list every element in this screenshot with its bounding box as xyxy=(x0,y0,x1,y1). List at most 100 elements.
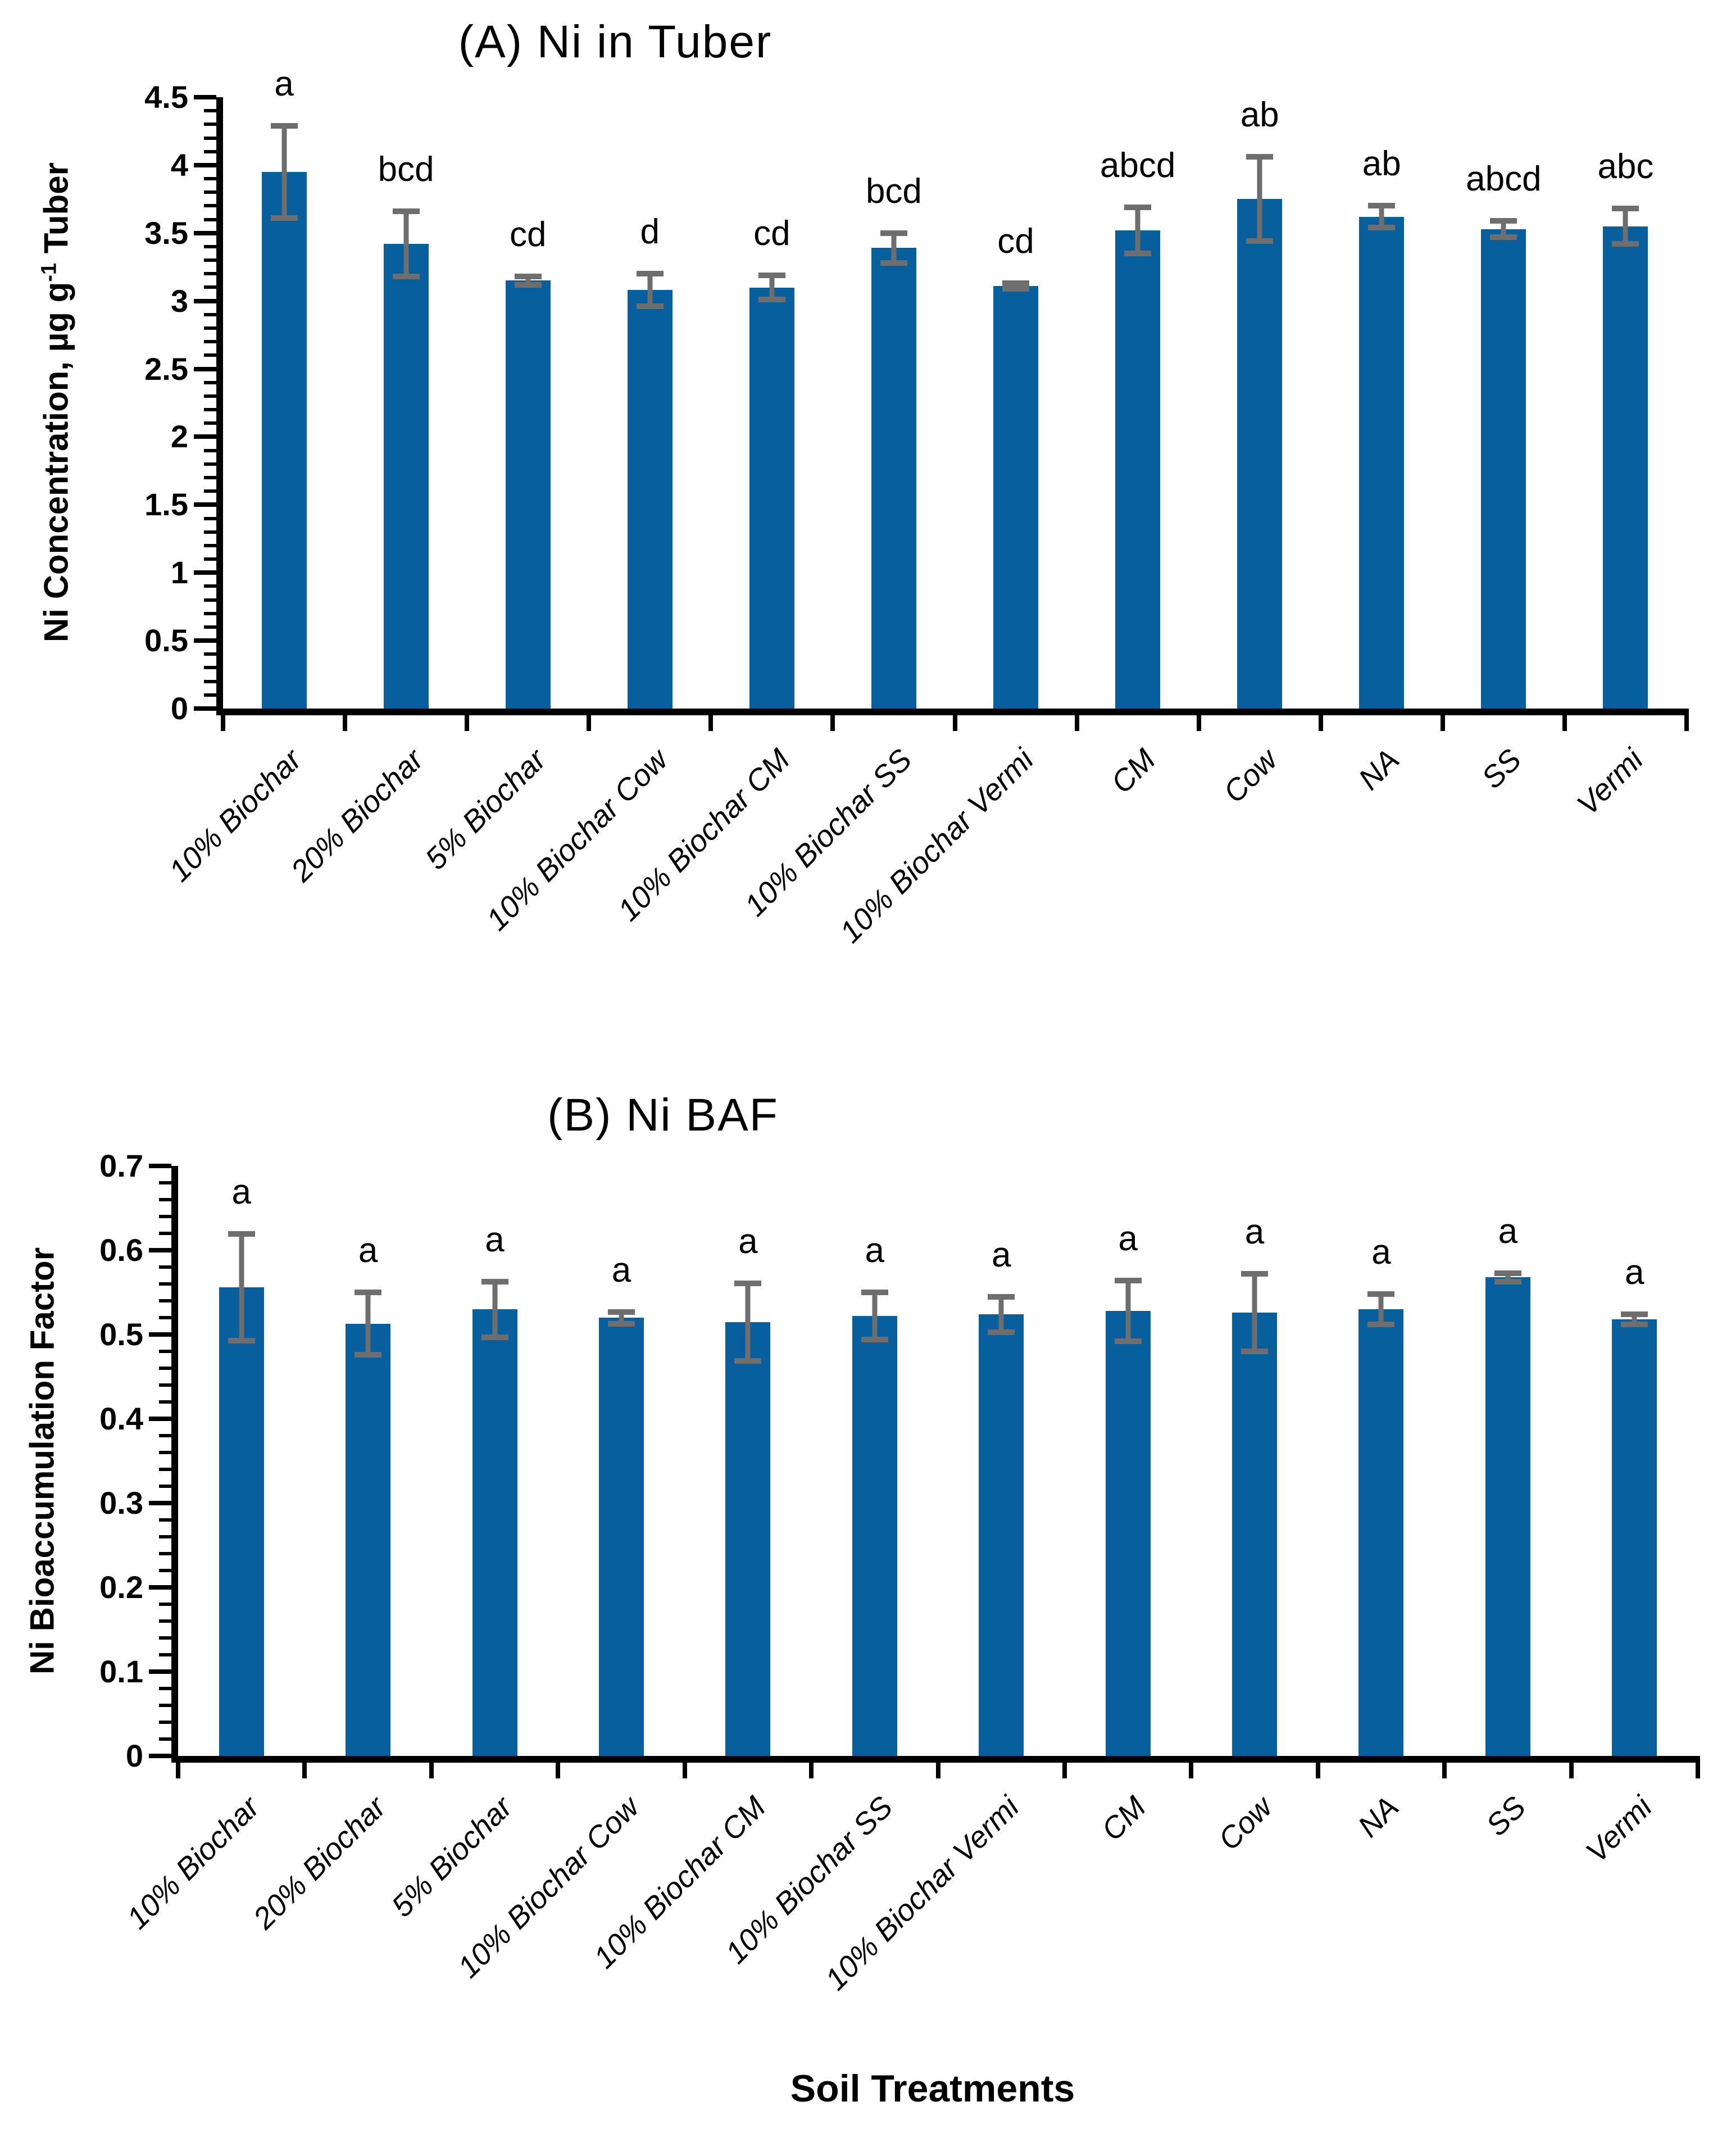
bar xyxy=(1232,1313,1278,1756)
y-minor-tick xyxy=(159,1484,171,1488)
y-minor-tick xyxy=(204,666,216,670)
significance-letter: cd xyxy=(509,215,547,255)
bar xyxy=(1612,1319,1657,1756)
y-major-tick xyxy=(194,298,216,303)
y-major-tick xyxy=(149,1164,171,1168)
error-bar-cap-bottom xyxy=(880,260,907,266)
x-category-label: SS xyxy=(1479,1790,1533,1843)
x-category-label: 20% Biochar xyxy=(247,1790,393,1936)
error-bar-cap-bottom xyxy=(1114,1338,1142,1344)
x-category-label: Cow xyxy=(1212,1790,1279,1857)
bar xyxy=(261,171,307,709)
y-minor-tick xyxy=(159,1568,171,1572)
significance-letter: bcd xyxy=(865,171,922,211)
category-slot: a xyxy=(223,66,345,709)
error-bar-stem xyxy=(365,1292,371,1355)
y-tick-label: 0.4 xyxy=(99,1401,143,1436)
y-tick-label: 2.5 xyxy=(144,351,188,387)
x-tick xyxy=(952,709,957,731)
y-tick-label: 0.5 xyxy=(99,1316,143,1352)
y-tick-label: 0.6 xyxy=(99,1232,143,1268)
y-minor-tick xyxy=(159,1232,171,1235)
error-bar-cap-top xyxy=(1246,154,1274,160)
panel-a-plot-area: 0 0.5 1 1.5 2 2.5 3 3.5 4 4.5 10% Biochar 20% Bioch… xyxy=(144,66,1689,950)
y-tick-label: 0.1 xyxy=(99,1654,143,1689)
y-minor-tick xyxy=(204,557,216,561)
x-tick xyxy=(1569,1756,1574,1778)
y-minor-tick xyxy=(204,258,216,262)
y-minor-tick xyxy=(159,1518,171,1522)
error-bar-cap-bottom xyxy=(1002,285,1030,292)
x-tick xyxy=(302,1756,307,1778)
error-bar-cap-bottom xyxy=(1612,241,1639,247)
category-slot: a xyxy=(1571,1166,1698,1756)
y-minor-tick xyxy=(204,598,216,602)
y-minor-tick xyxy=(204,136,216,140)
bar xyxy=(346,1323,391,1756)
significance-letter: a xyxy=(274,64,294,103)
significance-letter: a xyxy=(1244,1213,1265,1251)
error-bar-stem xyxy=(239,1234,244,1341)
panel-b-y-axis-title: Ni Bioaccumulation Factor xyxy=(23,1247,62,1674)
category-slot: a xyxy=(305,1166,431,1756)
significance-letter: a xyxy=(865,1231,885,1270)
significance-letter: ab xyxy=(1362,144,1401,184)
bar xyxy=(1105,1311,1151,1756)
error-bar-cap-top xyxy=(1612,206,1639,212)
panel-b-y-axis-title-pre: Ni Bioaccumulation Factor xyxy=(23,1247,61,1675)
category-slot: a xyxy=(685,1166,811,1756)
error-bar-cap-top xyxy=(758,272,785,278)
x-tick xyxy=(1315,1756,1320,1778)
significance-letter: abcd xyxy=(1099,146,1176,185)
error-bar-cap-bottom xyxy=(1246,238,1274,244)
bar xyxy=(505,280,551,709)
y-minor-tick xyxy=(159,1636,171,1640)
significance-letter: bcd xyxy=(378,150,434,189)
x-tick xyxy=(935,1756,940,1778)
error-bar-stem xyxy=(1378,1294,1384,1324)
y-minor-tick xyxy=(204,489,216,493)
error-bar-stem xyxy=(1257,157,1262,242)
x-tick xyxy=(682,1756,687,1778)
error-bar-cap-bottom xyxy=(988,1329,1015,1335)
error-bar-cap-top xyxy=(228,1231,255,1237)
x-category-label: Vermi xyxy=(1579,1790,1659,1869)
panel-b-title: (B) Ni BAF xyxy=(547,1090,779,1141)
error-bar-stem xyxy=(1505,1273,1511,1282)
error-bar-cap-bottom xyxy=(1494,1278,1521,1284)
y-major-tick xyxy=(194,502,216,507)
y-minor-tick xyxy=(159,1214,171,1218)
y-minor-tick xyxy=(204,340,216,344)
error-bar-cap-top xyxy=(270,122,298,129)
y-minor-tick xyxy=(204,652,216,656)
error-bar-cap-bottom xyxy=(1367,1322,1395,1327)
significance-letter: a xyxy=(485,1220,505,1259)
y-major-tick xyxy=(194,434,216,439)
error-bar-cap-top xyxy=(1002,280,1030,287)
x-tick xyxy=(1442,1756,1447,1778)
error-bar-stem xyxy=(1125,1281,1131,1341)
error-bar-cap-bottom xyxy=(734,1358,762,1364)
y-minor-tick xyxy=(204,543,216,547)
x-tick xyxy=(221,709,225,731)
significance-letter: a xyxy=(991,1235,1011,1274)
bar xyxy=(383,244,429,709)
error-bar-stem xyxy=(525,276,531,285)
bar xyxy=(1603,226,1648,709)
category-slot: a xyxy=(1444,1166,1571,1756)
error-bar-cap-top xyxy=(1241,1271,1269,1277)
significance-letter: abcd xyxy=(1466,160,1542,199)
error-bar-cap-bottom xyxy=(861,1337,888,1342)
y-minor-tick xyxy=(204,462,216,466)
category-slot: abcd xyxy=(1443,97,1565,709)
bar xyxy=(1115,230,1161,709)
category-slot: ab xyxy=(1321,97,1443,709)
x-tick xyxy=(1696,1756,1700,1778)
error-bar-cap-bottom xyxy=(636,303,664,310)
error-bar-cap-top xyxy=(514,274,542,280)
category-slot: bcd xyxy=(345,97,467,709)
y-minor-tick xyxy=(159,1603,171,1606)
y-minor-tick xyxy=(204,326,216,330)
y-minor-tick xyxy=(159,1552,171,1555)
y-minor-tick xyxy=(159,1653,171,1656)
